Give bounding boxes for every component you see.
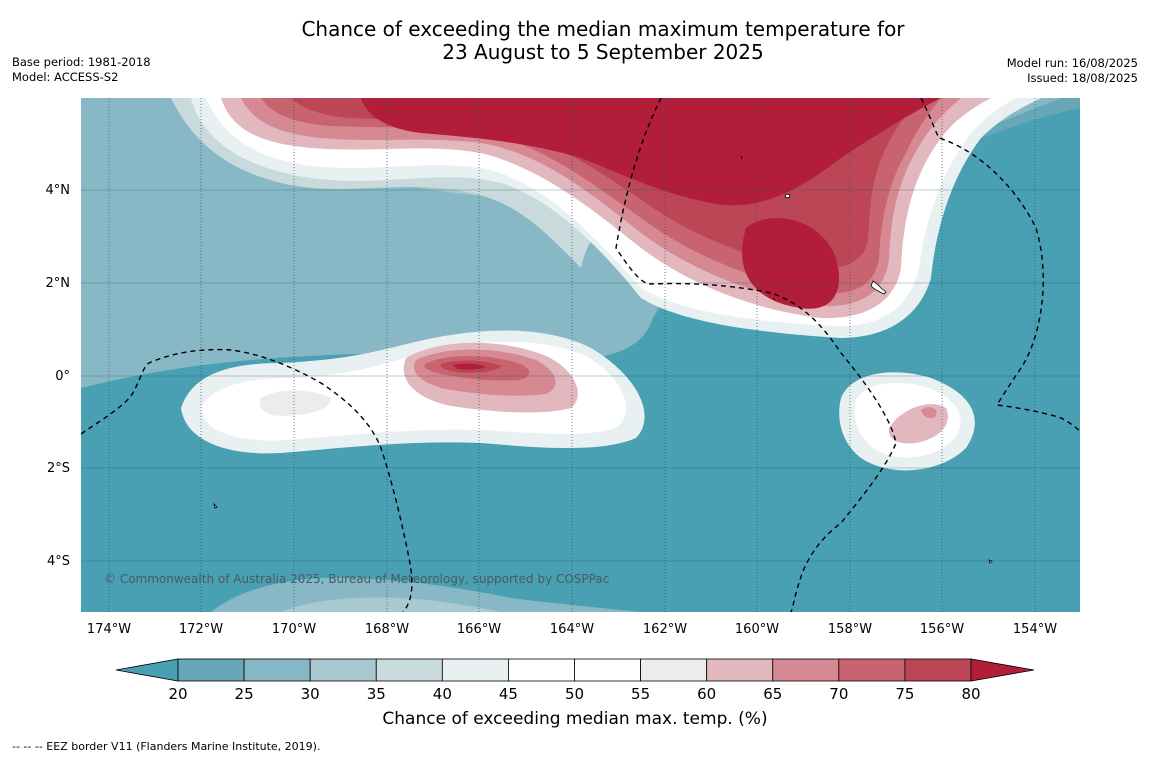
lon-label-168w: 168°W bbox=[364, 622, 410, 637]
colorbar-tick-label: 80 bbox=[961, 685, 981, 703]
island-4 bbox=[772, 297, 776, 301]
colorbar-tick-label: 75 bbox=[895, 685, 915, 703]
eq-contour-55 bbox=[259, 390, 331, 416]
eez-legend-footer: -- -- -- EEZ border V11 (Flanders Marine… bbox=[12, 740, 321, 753]
colorbar-segment bbox=[309, 658, 377, 682]
lon-label-158w: 158°W bbox=[827, 622, 873, 637]
colorbar-segment bbox=[441, 658, 509, 682]
colorbar-low-arrow bbox=[115, 658, 179, 682]
contour-80-main bbox=[361, 98, 941, 206]
colorbar-segment bbox=[838, 658, 906, 682]
colorbar-tick-label: 30 bbox=[300, 685, 320, 703]
lat-label-2n: 2°N bbox=[45, 276, 71, 291]
colorbar-segment bbox=[243, 658, 311, 682]
lon-label-174w: 174°W bbox=[86, 622, 132, 637]
copyright-notice: © Commonwealth of Australia 2025, Bureau… bbox=[104, 572, 610, 586]
colorbar-tick-label: 70 bbox=[829, 685, 849, 703]
colorbar-tick-label: 50 bbox=[564, 685, 585, 703]
colorbar-segment bbox=[706, 658, 774, 682]
eez-border-central bbox=[615, 98, 897, 612]
colorbar-segment bbox=[640, 658, 708, 682]
map-canvas bbox=[81, 98, 1080, 612]
lon-label-154w: 154°W bbox=[1012, 622, 1058, 637]
warm-region-equator bbox=[181, 330, 645, 454]
colorbar-tick-label: 40 bbox=[432, 685, 452, 703]
colorbar-tick-label: 35 bbox=[366, 685, 386, 703]
warm-region-north bbox=[191, 98, 1041, 338]
east-contour-65 bbox=[921, 407, 937, 418]
meta-right: Model run: 16/08/2025 Issued: 18/08/2025 bbox=[1007, 56, 1138, 86]
south-band-inner bbox=[281, 597, 501, 612]
colorbar-tick-label: 20 bbox=[168, 685, 188, 703]
island-3 bbox=[740, 155, 743, 160]
colorbar-segment bbox=[508, 658, 575, 682]
issued-date: Issued: 18/08/2025 bbox=[1027, 71, 1138, 85]
colorbar-label: Chance of exceeding median max. temp. (%… bbox=[382, 709, 768, 729]
lat-label-4s: 4°S bbox=[46, 554, 70, 569]
title-line-2: 23 August to 5 September 2025 bbox=[442, 40, 764, 64]
eez-border-west bbox=[81, 348, 413, 612]
title-line-1: Chance of exceeding the median maximum t… bbox=[301, 17, 905, 41]
colorbar-tick-label: 60 bbox=[697, 685, 717, 703]
lat-label-2s: 2°S bbox=[46, 461, 70, 476]
colorbar-segment bbox=[772, 658, 840, 682]
map-title: Chance of exceeding the median maximum t… bbox=[0, 18, 1150, 64]
model-name: Model: ACCESS-S2 bbox=[12, 70, 119, 84]
model-run: Model run: 16/08/2025 bbox=[1006, 56, 1138, 70]
island-5 bbox=[213, 502, 218, 509]
base-period: Base period: 1981-2018 bbox=[12, 55, 151, 69]
island-2 bbox=[870, 280, 887, 295]
lon-label-156w: 156°W bbox=[919, 622, 965, 637]
island-1 bbox=[784, 193, 791, 199]
colorbar-tick-label: 25 bbox=[234, 685, 254, 703]
meta-left: Base period: 1981-2018 Model: ACCESS-S2 bbox=[12, 55, 151, 85]
lon-label-160w: 160°W bbox=[734, 622, 780, 637]
lat-label-0: 0° bbox=[55, 369, 70, 384]
lon-label-170w: 170°W bbox=[271, 622, 317, 637]
island-6 bbox=[988, 559, 993, 564]
colorbar-segment bbox=[904, 658, 972, 682]
eq-contour-80 bbox=[453, 363, 486, 370]
warm-region-east bbox=[839, 372, 975, 471]
eez-border-east bbox=[920, 98, 1080, 432]
lon-label-162w: 162°W bbox=[642, 622, 688, 637]
eez-borders bbox=[81, 98, 1080, 612]
colorbar-segment bbox=[375, 658, 443, 682]
colorbar-segment bbox=[574, 658, 641, 682]
colorbar-segment bbox=[177, 658, 245, 682]
islands bbox=[213, 155, 993, 564]
colorbar-tick-label: 55 bbox=[631, 685, 651, 703]
colorbar-tick-label: 65 bbox=[763, 685, 783, 703]
colorbar-tick-label: 45 bbox=[498, 685, 518, 703]
lon-label-166w: 166°W bbox=[456, 622, 502, 637]
colorbar bbox=[115, 658, 1035, 682]
contour-80-inner bbox=[742, 218, 840, 309]
lat-gridlines bbox=[81, 189, 1080, 562]
lon-label-164w: 164°W bbox=[549, 622, 595, 637]
lat-label-4n: 4°N bbox=[45, 183, 71, 198]
lon-label-172w: 172°W bbox=[178, 622, 224, 637]
colorbar-high-arrow bbox=[970, 658, 1035, 682]
